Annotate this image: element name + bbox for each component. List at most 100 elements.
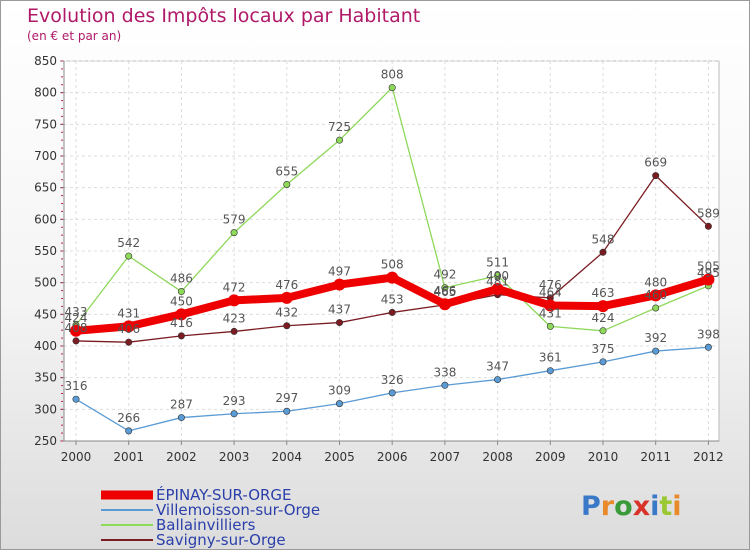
data-label: 476 <box>275 278 298 292</box>
data-label: 497 <box>328 265 351 279</box>
data-point <box>649 289 662 302</box>
legend-item: ÉPINAY-SUR-ORGE <box>101 486 341 504</box>
data-label: 472 <box>223 280 246 294</box>
data-label: 508 <box>381 258 404 272</box>
data-point <box>388 389 396 397</box>
data-point <box>333 278 346 291</box>
y-tick-label: 250 <box>34 434 57 448</box>
x-tick-label: 2011 <box>640 450 671 464</box>
data-label: 431 <box>539 306 562 320</box>
line-chart: 250 300 350 400 450 500 550 600 650 700 750 800 850 2… <box>34 54 724 464</box>
legend-label: ÉPINAY-SUR-ORGE <box>156 486 292 504</box>
legend-item: Villemoisson-sur-Orge <box>101 501 341 519</box>
chart-subtitle: (en € et par an) <box>27 29 122 43</box>
data-point <box>177 288 185 296</box>
data-label: 316 <box>65 379 88 393</box>
x-tick-label: 2001 <box>113 450 144 464</box>
data-label: 808 <box>381 68 404 82</box>
data-label: 481 <box>486 275 509 289</box>
x-tick-label: 2005 <box>324 450 355 464</box>
logo-letter: t <box>659 491 673 522</box>
data-label: 460 <box>644 288 667 302</box>
data-point <box>72 395 80 403</box>
data-label: 453 <box>381 292 404 306</box>
y-tick-label: 600 <box>34 212 57 226</box>
data-point <box>441 284 449 292</box>
data-label: 463 <box>592 286 615 300</box>
data-label: 655 <box>275 165 298 179</box>
legend-label: Ballainvilliers <box>156 516 256 534</box>
x-tick-label: 2003 <box>219 450 250 464</box>
data-label: 338 <box>433 365 456 379</box>
data-point <box>283 181 291 189</box>
data-label: 433 <box>65 305 88 319</box>
legend-swatch <box>101 538 153 541</box>
data-point <box>335 400 343 408</box>
data-point <box>125 252 133 260</box>
data-point <box>544 299 557 312</box>
y-tick-label: 400 <box>34 339 57 353</box>
data-label: 465 <box>433 285 456 299</box>
logo-letter: i <box>672 491 682 522</box>
data-label: 589 <box>697 206 720 220</box>
data-label: 293 <box>223 394 246 408</box>
data-label: 423 <box>223 311 246 325</box>
data-point <box>599 327 607 335</box>
data-label: 548 <box>592 232 615 246</box>
x-tick-label: 2010 <box>588 450 619 464</box>
data-point <box>652 304 660 312</box>
logo-letter: x <box>632 491 651 522</box>
logo-letter: i <box>650 491 660 522</box>
data-point <box>702 273 715 286</box>
data-point <box>230 410 238 418</box>
logo-letter: r <box>600 491 615 522</box>
data-label: 266 <box>117 411 140 425</box>
data-label: 406 <box>117 322 140 336</box>
data-label: 309 <box>328 384 351 398</box>
data-point <box>652 347 660 355</box>
y-tick-label: 500 <box>34 276 57 290</box>
x-tick-label: 2006 <box>377 450 408 464</box>
y-tick-label: 750 <box>34 117 57 131</box>
data-label: 432 <box>275 306 298 320</box>
logo-letter: o <box>614 491 633 522</box>
data-label: 375 <box>592 342 615 356</box>
data-label: 361 <box>539 351 562 365</box>
data-point <box>283 407 291 415</box>
proxiti-logo: Proxiti <box>581 491 682 522</box>
data-point <box>652 172 660 180</box>
data-label: 437 <box>328 303 351 317</box>
x-tick-label: 2008 <box>482 450 513 464</box>
data-label: 416 <box>170 316 193 330</box>
data-point <box>441 381 449 389</box>
x-tick-label: 2007 <box>430 450 461 464</box>
data-point <box>70 324 82 337</box>
data-point <box>599 358 607 366</box>
data-point <box>335 319 343 327</box>
y-tick-label: 650 <box>34 181 57 195</box>
data-label: 347 <box>486 360 509 374</box>
data-point <box>438 298 451 311</box>
data-point <box>230 327 238 335</box>
data-point <box>177 332 185 340</box>
y-tick-label: 550 <box>34 244 57 258</box>
data-point <box>494 272 502 280</box>
data-label: 490 <box>486 269 509 283</box>
data-label: 511 <box>486 256 509 270</box>
chart-title: Evolution des Impôts locaux par Habitant <box>27 5 421 27</box>
data-point <box>230 229 238 237</box>
y-tick-label: 700 <box>34 149 57 163</box>
data-point <box>175 308 188 321</box>
data-label: 431 <box>117 306 140 320</box>
data-point <box>125 427 133 435</box>
data-point <box>125 338 133 346</box>
data-point <box>177 414 185 422</box>
data-label: 542 <box>117 236 140 250</box>
y-tick-label: 300 <box>34 402 57 416</box>
legend-swatch <box>101 490 153 499</box>
data-point <box>122 320 135 333</box>
data-point <box>597 300 609 313</box>
legend-label: Savigny-sur-Orge <box>156 531 286 549</box>
legend-item: Savigny-sur-Orge <box>101 531 341 549</box>
y-tick-label: 800 <box>34 86 57 100</box>
